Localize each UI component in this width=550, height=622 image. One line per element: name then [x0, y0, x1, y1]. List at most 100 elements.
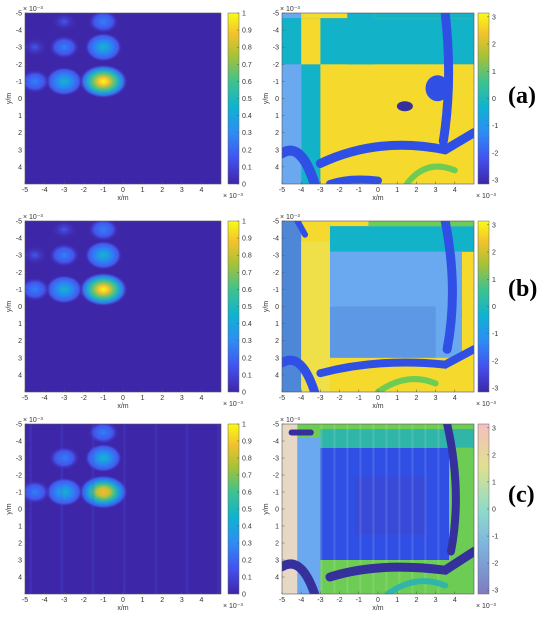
- x-axis-exponent: × 10⁻³: [476, 603, 497, 610]
- heatmap-image: [25, 424, 221, 594]
- x-tick-label: -1: [356, 597, 362, 604]
- y-tick-label: 4: [18, 372, 22, 379]
- y-tick-label: -3: [16, 456, 22, 463]
- phase-region: [330, 251, 462, 358]
- phase-region: [301, 64, 321, 184]
- colorbar-tick-label: 0.4: [242, 321, 252, 328]
- x-tick-label: 4: [199, 187, 203, 194]
- intensity-peak: [50, 13, 78, 32]
- colorbar-tick-label: 2: [492, 452, 496, 459]
- y-tick-label: 3: [275, 558, 279, 565]
- heatmap-phase-3: -5 -4 -3 -2 -1 0 1 2 3 4 -5 -4 -3 -2 -1 0 1 2 3 4 x/m y/m × 10…: [263, 417, 498, 612]
- phase-band: [326, 175, 382, 184]
- x-tick-label: -5: [279, 187, 285, 194]
- colorbar-tick-label: 1: [492, 277, 496, 284]
- y-tick-label: -1: [16, 287, 22, 294]
- phase-region: [425, 75, 450, 102]
- y-tick-label: -1: [16, 490, 22, 497]
- colorbar-tick-label: -2: [492, 358, 498, 365]
- x-axis-exponent: × 10⁻³: [223, 603, 244, 610]
- y-tick-label: 1: [18, 321, 22, 328]
- y-tick-label: -3: [273, 45, 279, 52]
- intensity-peak: [45, 477, 83, 507]
- x-tick-label: 4: [453, 395, 457, 402]
- x-axis-label: x/m: [117, 605, 128, 612]
- y-tick-label: -4: [16, 28, 22, 35]
- x-tick-label: -3: [61, 395, 67, 402]
- artifact-streak: [123, 424, 126, 594]
- y-tick-label: -2: [16, 62, 22, 69]
- y-axis-label: y/m: [263, 503, 270, 514]
- y-tick-label: 1: [18, 524, 22, 531]
- x-tick-label: -2: [81, 187, 87, 194]
- y-tick-label: -3: [16, 253, 22, 260]
- y-tick-label: -2: [273, 62, 279, 69]
- x-tick-label: -5: [22, 395, 28, 402]
- y-tick-label: 3: [18, 558, 22, 565]
- artifact-streak: [372, 424, 375, 594]
- colorbar-tick-label: 0.1: [242, 164, 252, 171]
- panel-label: (c): [508, 482, 535, 508]
- colorbar-tick-label: 1: [242, 422, 246, 429]
- x-tick-label: -1: [100, 395, 106, 402]
- x-axis-label: x/m: [372, 403, 383, 410]
- x-tick-label: 3: [180, 187, 184, 194]
- y-tick-label: 4: [275, 372, 279, 379]
- phase-region: [320, 429, 474, 448]
- y-tick-label: 3: [275, 355, 279, 362]
- colorbar-tick-label: 0.8: [242, 253, 252, 260]
- y-tick-label: -5: [273, 219, 279, 226]
- x-tick-label: 4: [199, 395, 203, 402]
- y-tick-label: -3: [273, 253, 279, 260]
- artifact-streak: [217, 424, 221, 594]
- colorbar-tick-label: 1: [492, 479, 496, 486]
- intensity-peak: [48, 446, 80, 470]
- y-tick-label: -5: [273, 422, 279, 429]
- colorbar-tick-label: 3: [492, 425, 496, 432]
- x-tick-label: 0: [121, 187, 125, 194]
- y-tick-label: 1: [275, 113, 279, 120]
- x-tick-label: -3: [61, 187, 67, 194]
- intensity-peak: [25, 36, 49, 58]
- colorbar-tick-label: -3: [492, 386, 498, 393]
- phase-band: [384, 578, 449, 594]
- y-tick-label: -2: [16, 270, 22, 277]
- phase-region: [354, 476, 426, 535]
- intensity-peak: [84, 443, 123, 473]
- x-tick-label: 0: [376, 395, 380, 402]
- intensity-peak: [84, 240, 123, 270]
- artifact-streak: [185, 424, 189, 594]
- x-tick-label: -1: [356, 395, 362, 402]
- x-axis-label: x/m: [117, 195, 128, 202]
- intensity-peak: [87, 13, 120, 34]
- y-tick-label: 2: [18, 338, 22, 345]
- intensity-peak: [78, 64, 128, 99]
- panel-label: (b): [508, 276, 537, 302]
- y-tick-label: 2: [275, 338, 279, 345]
- intensity-peak: [48, 243, 80, 268]
- colorbar-tick-label: 0: [242, 390, 246, 397]
- x-tick-label: 1: [141, 395, 145, 402]
- colorbar-tick-label: 0.8: [242, 456, 252, 463]
- x-tick-label: 1: [141, 187, 145, 194]
- x-tick-label: -4: [298, 597, 304, 604]
- colorbar-tick-label: 0.3: [242, 130, 252, 137]
- x-tick-label: 3: [434, 187, 438, 194]
- x-tick-label: -3: [317, 187, 323, 194]
- artifact-streak: [398, 424, 401, 594]
- y-tick-label: -1: [273, 79, 279, 86]
- intensity-peak: [48, 35, 80, 60]
- colorbar-tick-label: 3: [492, 14, 496, 21]
- colorbar-tick-label: 0.9: [242, 28, 252, 35]
- x-axis-label: x/m: [372, 605, 383, 612]
- colorbar-tick-label: -1: [492, 331, 498, 338]
- phase-band: [325, 547, 474, 582]
- colorbar-tick-label: 0.2: [242, 147, 252, 154]
- y-tick-label: 0: [275, 304, 279, 311]
- colorbar-tick-label: 0.1: [242, 575, 252, 582]
- artifact-streak: [320, 424, 323, 594]
- y-tick-label: 3: [275, 147, 279, 154]
- intensity-peak: [45, 274, 83, 304]
- x-tick-label: -2: [336, 395, 342, 402]
- x-axis-exponent: × 10⁻³: [476, 193, 497, 200]
